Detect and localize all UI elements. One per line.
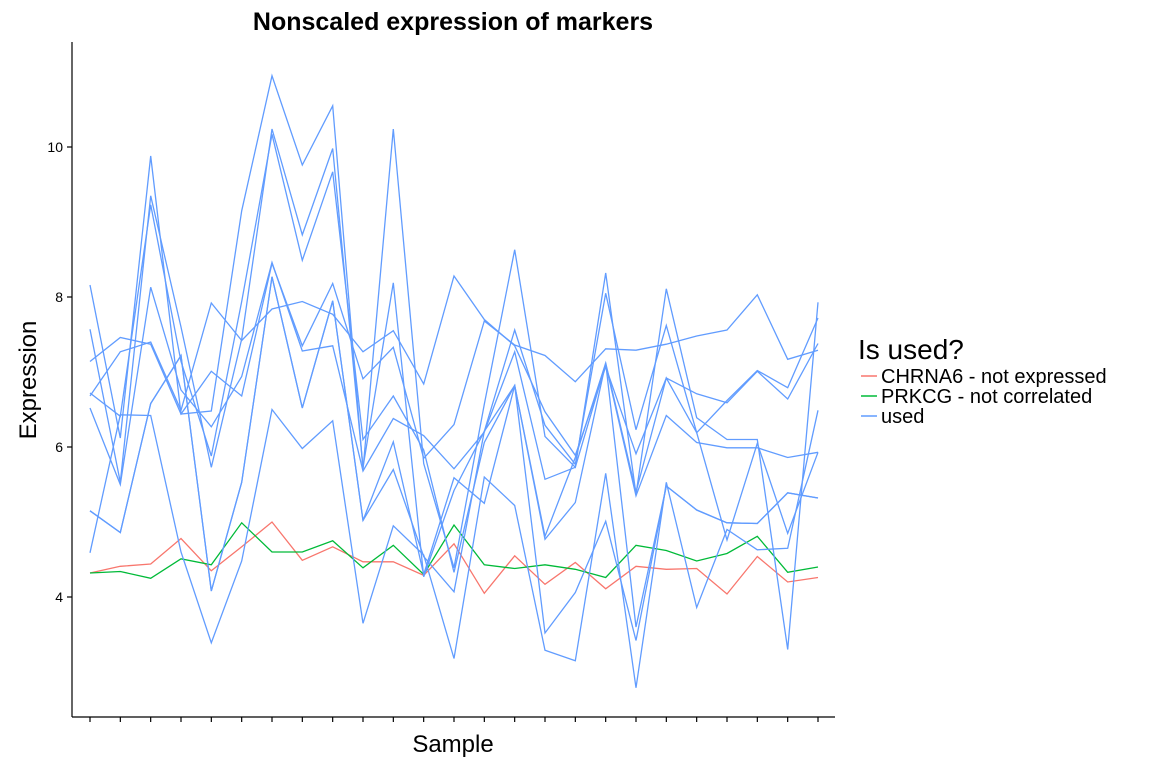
y-tick-label: 6 <box>55 439 63 455</box>
x-axis-ticks <box>89 717 819 722</box>
x-axis-title: Sample <box>412 731 493 758</box>
series-line-used-7 <box>89 260 819 499</box>
legend-entry-label: CHRNA6 - not expressed <box>881 366 1107 388</box>
series-line-chrna6-0 <box>89 521 819 595</box>
legend-entry-label: used <box>881 406 924 428</box>
series-line-used-8 <box>89 276 819 628</box>
y-tick-label: 8 <box>55 289 63 305</box>
series-line-used-5 <box>89 261 819 460</box>
series-line-used-3 <box>89 128 819 578</box>
series-line-prkcg-1 <box>89 521 819 579</box>
y-axis-ticks: 4 6 8 10 <box>47 139 72 605</box>
chart-title: Nonscaled expression of markers <box>253 8 653 36</box>
legend-title: Is used? <box>858 334 964 365</box>
y-tick-label: 10 <box>47 139 63 155</box>
plot-area <box>89 73 819 688</box>
series-line-used-6 <box>89 274 819 457</box>
series-line-used-9 <box>89 407 819 688</box>
y-axis-title: Expression <box>15 321 42 440</box>
legend-entry-label: PRKCG - not correlated <box>881 386 1092 408</box>
series-line-used-2 <box>89 73 819 650</box>
series-line-used-10 <box>89 276 819 641</box>
y-tick-label: 4 <box>55 589 63 605</box>
series-line-used-4 <box>89 134 819 573</box>
